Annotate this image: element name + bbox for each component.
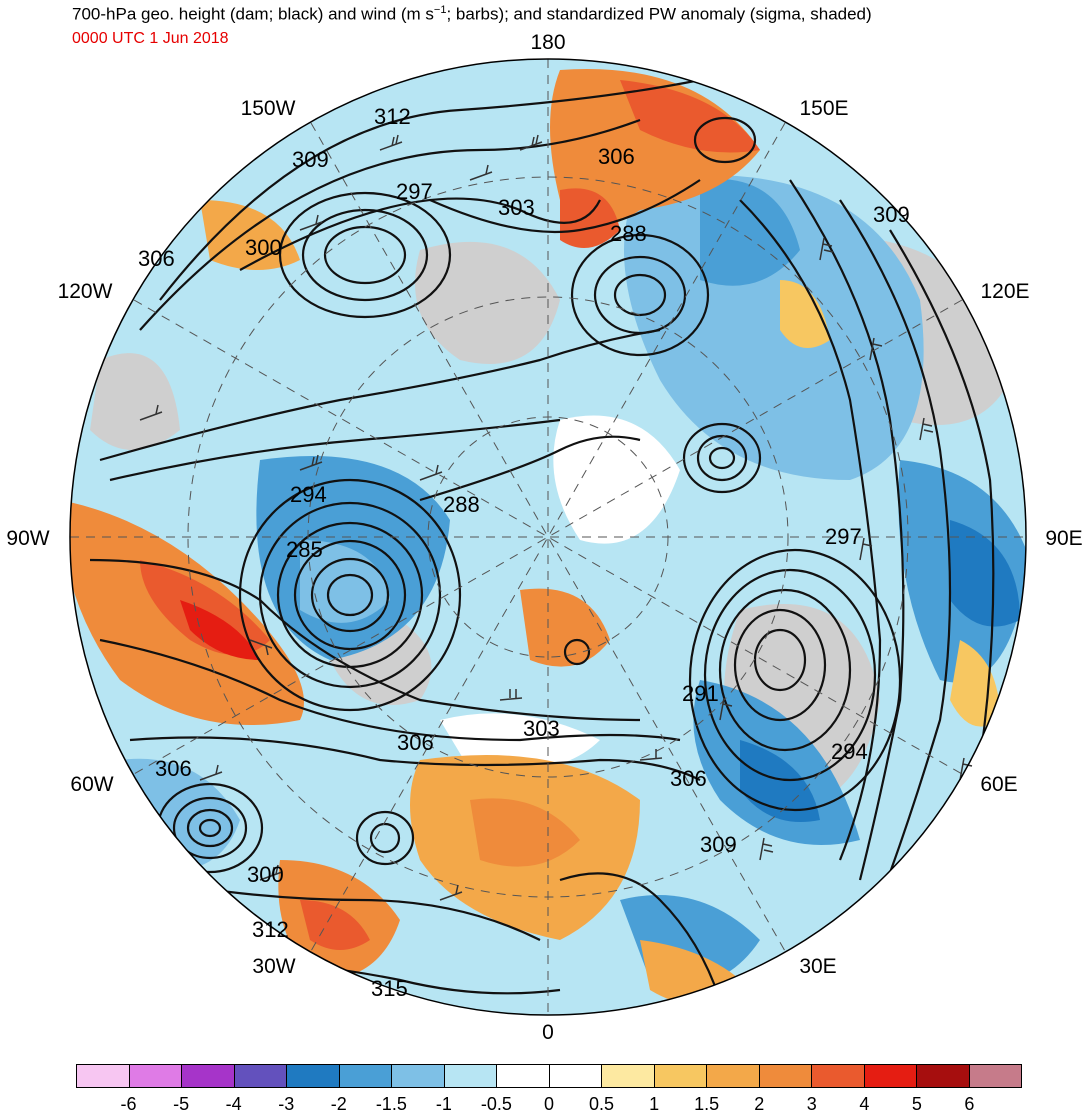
lon-label-120e: 120E: [980, 280, 1030, 303]
contour-label: 306: [670, 766, 707, 791]
colorbar-swatch: [707, 1065, 760, 1087]
lon-label-90w: 90W: [6, 527, 50, 550]
contour-label: 306: [155, 756, 192, 781]
contour-label: 297: [396, 179, 433, 204]
contour-label: 306: [138, 246, 175, 271]
colorbar-tick-label: 0.5: [589, 1094, 615, 1114]
contour-label: 300: [247, 862, 284, 887]
colorbar-swatch: [234, 1065, 287, 1087]
colorbar-tick-label: -4: [225, 1094, 242, 1114]
colorbar-swatch: [917, 1065, 970, 1087]
colorbar-tick-label: 5: [911, 1094, 922, 1114]
contour-label: 312: [374, 104, 411, 129]
colorbar-tick-label: -1.5: [375, 1094, 407, 1114]
contour-label-group: 312 309 297 306 303 288 300 306 309 294 …: [138, 104, 910, 1001]
lon-label-60w: 60W: [70, 773, 114, 796]
colorbar-swatch: [129, 1065, 182, 1087]
colorbar-tick-label: -5: [173, 1094, 190, 1114]
wind-barbs: [139, 134, 973, 901]
lon-label-150e: 150E: [799, 97, 849, 120]
colorbar-tick-label: -6: [120, 1094, 137, 1114]
colorbar-swatch: [549, 1065, 602, 1087]
colorbar-tick-label: -1: [435, 1094, 452, 1114]
lon-label-30w: 30W: [252, 955, 296, 978]
colorbar-tick-label: -3: [278, 1094, 295, 1114]
colorbar-tick-label: 6: [964, 1094, 975, 1114]
contour-label: 312: [252, 917, 289, 942]
lon-label-120w: 120W: [57, 280, 113, 303]
contour-label: 300: [245, 235, 282, 260]
contour-label: 315: [371, 976, 408, 1001]
contour-label: 303: [498, 195, 535, 220]
contour-label: 306: [598, 144, 635, 169]
graticule: [70, 59, 1026, 1015]
lon-label-90e: 90E: [1045, 527, 1083, 550]
colorbar-swatch: [864, 1065, 917, 1087]
colorbar-tick-label: 4: [859, 1094, 870, 1114]
contour-label: 288: [443, 492, 480, 517]
colorbar-tick-label: -0.5: [480, 1094, 512, 1114]
contour-label: 288: [610, 221, 647, 246]
map-boundary: [69, 58, 1027, 1016]
lon-label-180: 180: [530, 31, 566, 54]
contour-label: 297: [825, 524, 862, 549]
colorbar-swatch: [654, 1065, 707, 1087]
map-title: 700-hPa geo. height (dam; black) and win…: [72, 4, 872, 24]
lon-label-150w: 150W: [240, 97, 296, 120]
colorbar-swatch: [759, 1065, 812, 1087]
colorbar-swatch: [339, 1065, 392, 1087]
contour-label: 306: [397, 730, 434, 755]
contour-label: 309: [873, 202, 910, 227]
contour-label: 294: [290, 482, 327, 507]
colorbar-swatch: [812, 1065, 865, 1087]
colorbar-swatch: [392, 1065, 445, 1087]
lon-label-0: 0: [542, 1021, 554, 1044]
colorbar-swatch: [444, 1065, 497, 1087]
contour-label: 291: [682, 681, 719, 706]
lon-label-30e: 30E: [799, 955, 837, 978]
contour-label: 309: [292, 147, 329, 172]
contour-label: 303: [523, 716, 560, 741]
contour-label: 309: [700, 832, 737, 857]
colorbar-tick-label: 1: [649, 1094, 660, 1114]
contour-label: 285: [286, 537, 323, 562]
colorbar-tick-label: 0: [543, 1094, 555, 1114]
colorbar-swatch: [77, 1065, 130, 1087]
colorbar-swatch: [497, 1065, 550, 1087]
colorbar-tick-label: 2: [754, 1094, 765, 1114]
colorbar-swatch: [287, 1065, 340, 1087]
colorbar: [76, 1064, 1022, 1088]
valid-time: 0000 UTC 1 Jun 2018: [72, 30, 229, 47]
colorbar-swatch: [602, 1065, 655, 1087]
colorbar-tick-label: 1.5: [694, 1094, 720, 1114]
colorbar-tick-label: 3: [806, 1094, 817, 1114]
shaded-anomaly-layer: [70, 59, 1026, 1015]
lon-label-60e: 60E: [980, 773, 1018, 796]
colorbar-swatch: [182, 1065, 235, 1087]
contour-label: 294: [831, 739, 868, 764]
colorbar-swatch: [969, 1065, 1021, 1087]
colorbar-tick-label: -2: [330, 1094, 347, 1114]
